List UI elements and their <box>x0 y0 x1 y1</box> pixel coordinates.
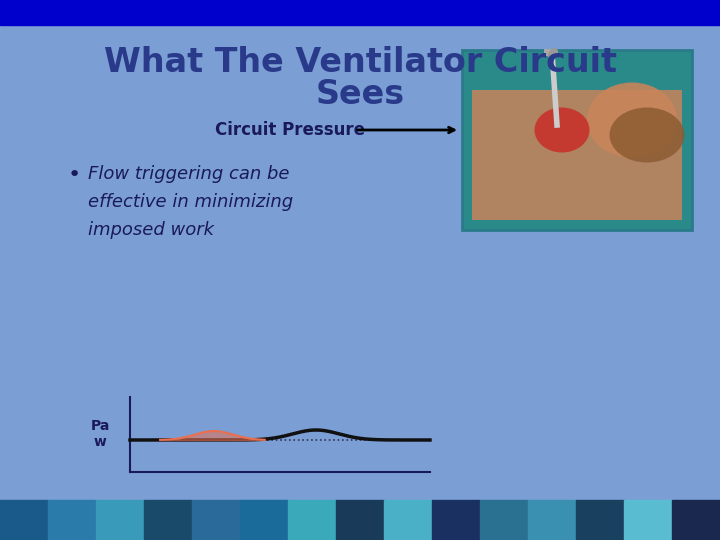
Bar <box>96 500 144 540</box>
Ellipse shape <box>587 83 677 158</box>
Text: Flow triggering can be
effective in minimizing
imposed work: Flow triggering can be effective in mini… <box>88 165 293 239</box>
Bar <box>432 500 480 540</box>
Bar <box>472 90 682 220</box>
Ellipse shape <box>610 107 685 163</box>
Bar <box>624 500 672 540</box>
Text: Sees: Sees <box>315 78 405 111</box>
Text: Circuit Pressure: Circuit Pressure <box>215 121 365 139</box>
Bar <box>576 500 624 540</box>
Text: What The Ventilator Circuit: What The Ventilator Circuit <box>104 45 616 78</box>
Bar <box>144 500 192 540</box>
Bar <box>0 0 720 25</box>
Bar <box>48 500 96 540</box>
Bar <box>480 500 528 540</box>
Ellipse shape <box>534 107 590 152</box>
Bar <box>528 500 576 540</box>
Bar <box>240 500 288 540</box>
Bar <box>336 500 384 540</box>
Bar <box>0 500 48 540</box>
Bar <box>672 500 720 540</box>
Text: Pa
w: Pa w <box>90 419 109 449</box>
Bar <box>288 500 336 540</box>
Bar <box>384 500 432 540</box>
Bar <box>192 500 240 540</box>
Bar <box>462 50 692 230</box>
Text: •: • <box>68 165 81 185</box>
